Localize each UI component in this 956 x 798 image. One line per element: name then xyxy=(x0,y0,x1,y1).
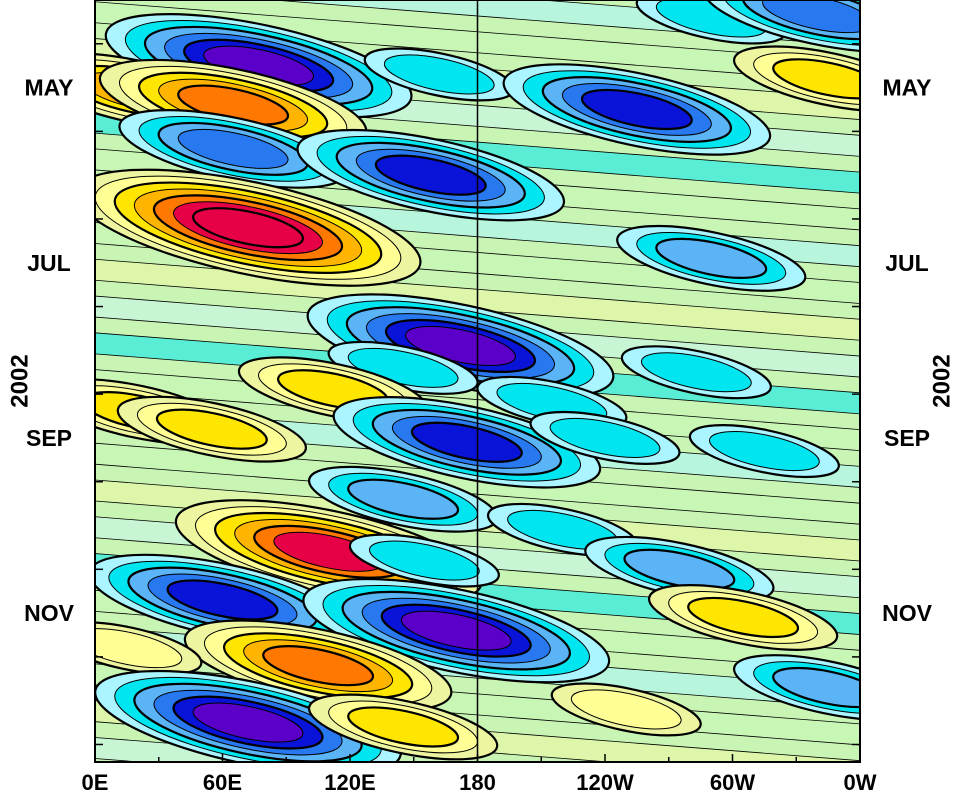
y-axis-label-left: 2002 xyxy=(7,354,34,407)
anomaly-blob xyxy=(307,693,499,761)
x-tick-label: 0E xyxy=(82,770,109,795)
y-tick-label-right: JUL xyxy=(885,250,928,276)
contour-ring xyxy=(347,706,460,748)
x-tick-label: 180 xyxy=(459,770,496,795)
anomaly-blob xyxy=(529,410,681,465)
contour-ring xyxy=(400,610,512,651)
anomaly-blob xyxy=(98,58,368,152)
contour-ring xyxy=(405,325,516,366)
anomaly-blob xyxy=(307,465,499,533)
anomaly-blob xyxy=(732,654,860,721)
contour-ring xyxy=(368,540,480,581)
x-tick-label: 0W xyxy=(844,770,877,795)
anomaly-blob xyxy=(502,63,772,156)
anomaly-blob xyxy=(647,584,839,651)
contour-ring xyxy=(708,431,820,472)
contour-ring xyxy=(347,478,460,520)
contour-ring xyxy=(570,689,682,730)
y-tick-label-left: JUL xyxy=(27,250,70,276)
contour-ring xyxy=(95,628,183,669)
contour-ring xyxy=(772,666,860,709)
y-tick-label-left: MAY xyxy=(25,75,74,101)
anomaly-blob xyxy=(688,424,840,479)
anomaly-blob xyxy=(116,395,308,463)
contour-ring xyxy=(192,702,304,743)
contour-ring xyxy=(655,237,768,279)
y-tick-label-left: SEP xyxy=(26,425,72,451)
x-tick-label: 60E xyxy=(203,770,242,795)
contour-ring xyxy=(262,645,375,687)
contour-ring xyxy=(580,88,693,131)
anomaly-blob xyxy=(332,396,602,489)
x-tick-label: 120E xyxy=(324,770,375,795)
tick-marks xyxy=(94,43,861,762)
y-tick-label-right: SEP xyxy=(884,425,930,451)
anomaly-blob xyxy=(616,224,807,292)
y-tick-label-left: NOV xyxy=(24,600,75,626)
x-tick-label: 120W xyxy=(576,770,634,795)
anomaly-blob xyxy=(104,13,413,119)
anomaly-blob xyxy=(306,293,615,399)
anomaly-blob xyxy=(302,577,611,684)
x-tick-labels: 0E 60E 120E 180 120W 60W 0W xyxy=(82,770,877,795)
anomaly-blob xyxy=(732,45,860,113)
x-tick-label: 60W xyxy=(710,770,755,795)
contour-ring xyxy=(640,352,752,393)
anomaly-blob xyxy=(550,682,702,737)
contour-ring xyxy=(687,596,800,639)
anomaly-blob xyxy=(95,669,402,762)
anomaly-blob xyxy=(620,345,772,400)
anomaly-blob xyxy=(95,621,203,676)
anomaly-blob xyxy=(183,619,453,712)
y-tick-labels: MAY MAY JUL JUL SEP SEP NOV NOV xyxy=(24,75,933,627)
contour-ring xyxy=(166,579,279,621)
y-axis-label-right: 2002 xyxy=(929,354,956,407)
contour-ring xyxy=(549,417,661,458)
anomaly-blob xyxy=(348,533,500,588)
y-tick-label-right: NOV xyxy=(882,600,933,626)
anomaly-blob xyxy=(118,109,348,189)
anomaly-blob xyxy=(296,128,566,222)
contour-ring xyxy=(410,421,523,463)
y-tick-label-right: MAY xyxy=(883,75,932,101)
contour-ring xyxy=(177,128,289,169)
contour-ring xyxy=(762,0,860,34)
contour-ring xyxy=(192,207,304,249)
contour-ring xyxy=(155,408,268,450)
contour-ring xyxy=(383,54,495,95)
contour-ring xyxy=(374,154,487,196)
anomaly-blob xyxy=(95,168,422,287)
contour-ring xyxy=(772,58,860,100)
